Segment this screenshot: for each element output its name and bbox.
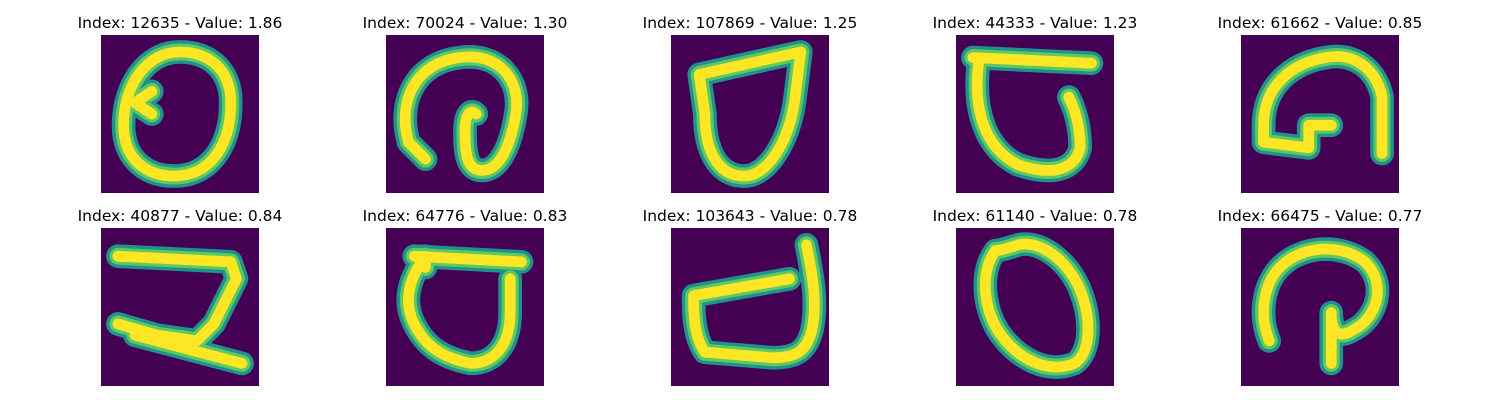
digit-zero-glyph <box>956 228 1114 386</box>
digit-image <box>1241 35 1399 193</box>
panel-title: Index: 66475 - Value: 0.77 <box>1217 207 1423 225</box>
digit-image <box>671 35 829 193</box>
digit-two-glyph <box>101 228 259 386</box>
loop-shape-glyph <box>386 35 544 193</box>
stroke-core <box>979 238 1094 373</box>
stroke-core <box>967 52 1097 176</box>
cup-shape-glyph <box>671 228 829 386</box>
panel-title: Index: 40877 - Value: 0.84 <box>77 207 283 225</box>
panel-title: Index: 61140 - Value: 0.78 <box>932 207 1138 225</box>
panel-title: Index: 64776 - Value: 0.83 <box>362 207 568 225</box>
stroke-core <box>112 250 248 369</box>
stroke-core <box>1258 51 1388 159</box>
stroke-core <box>688 239 820 364</box>
digit-image <box>386 35 544 193</box>
open-loop-glyph <box>956 35 1114 193</box>
digit-zero-glyph <box>101 35 259 193</box>
open-loop-glyph <box>386 228 544 386</box>
loop-shape-glyph <box>1241 228 1399 386</box>
digit-image <box>101 35 259 193</box>
stroke-core <box>399 51 522 176</box>
digit-image <box>671 228 829 386</box>
digit-image <box>956 35 1114 193</box>
digit-image <box>1241 228 1399 386</box>
hook-shape-glyph <box>1241 35 1399 193</box>
digit-image <box>386 228 544 386</box>
drop-shape-glyph <box>671 35 829 193</box>
panel-title: Index: 44333 - Value: 1.23 <box>932 14 1138 32</box>
stroke-core <box>1258 243 1383 369</box>
stroke-core <box>403 250 527 369</box>
stroke-core <box>118 46 237 182</box>
digit-image <box>956 228 1114 386</box>
panel-title: Index: 107869 - Value: 1.25 <box>642 14 858 32</box>
panel-title: Index: 61662 - Value: 0.85 <box>1217 14 1423 32</box>
panel-title: Index: 12635 - Value: 1.86 <box>77 14 283 32</box>
digit-image <box>101 228 259 386</box>
panel-title: Index: 70024 - Value: 1.30 <box>362 14 568 32</box>
panel-title: Index: 103643 - Value: 0.78 <box>642 207 858 225</box>
stroke-core <box>693 46 807 182</box>
